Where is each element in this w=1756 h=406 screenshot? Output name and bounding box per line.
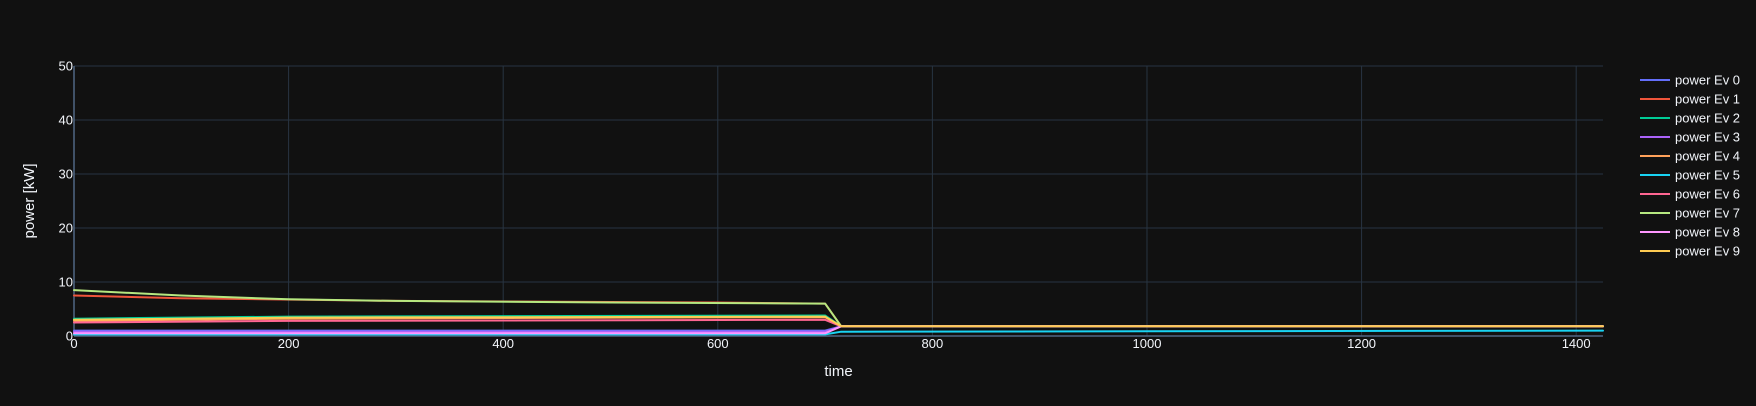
series-line-ev-9[interactable] xyxy=(73,315,1604,328)
series-line-ev-5[interactable] xyxy=(73,329,1604,336)
legend-label: power Ev 0 xyxy=(1675,73,1740,88)
x-tick-label: 800 xyxy=(922,336,944,351)
legend-item-ev-5[interactable]: power Ev 5 xyxy=(1640,168,1740,183)
y-tick-label: 0 xyxy=(66,329,73,344)
legend-item-ev-4[interactable]: power Ev 4 xyxy=(1640,149,1740,164)
series-lines xyxy=(73,289,1604,336)
legend-label: power Ev 9 xyxy=(1675,244,1740,259)
x-tick-label: 0 xyxy=(70,336,77,351)
legend-item-ev-8[interactable]: power Ev 8 xyxy=(1640,225,1740,240)
x-tick-label: 1400 xyxy=(1562,336,1591,351)
legend-item-ev-1[interactable]: power Ev 1 xyxy=(1640,92,1740,107)
legend-item-ev-9[interactable]: power Ev 9 xyxy=(1640,244,1740,259)
x-tick-label: 200 xyxy=(278,336,300,351)
legend-label: power Ev 4 xyxy=(1675,149,1740,164)
axes: 0 10 20 30 40 50 0 200 400 600 800 1000 1200 1400 xyxy=(59,59,1591,352)
y-axis-title: power [kW] xyxy=(21,163,38,238)
legend-item-ev-0[interactable]: power Ev 0 xyxy=(1640,73,1740,88)
x-tick-label: 1000 xyxy=(1133,336,1162,351)
x-axis-title: time xyxy=(824,363,852,380)
x-tick-label: 1200 xyxy=(1347,336,1376,351)
series-line-ev-7[interactable] xyxy=(73,289,1604,328)
legend-item-ev-2[interactable]: power Ev 2 xyxy=(1640,111,1740,126)
y-tick-label: 40 xyxy=(59,113,73,128)
legend-label: power Ev 6 xyxy=(1675,187,1740,202)
legend-label: power Ev 3 xyxy=(1675,130,1740,145)
legend-label: power Ev 7 xyxy=(1675,206,1740,221)
x-tick-label: 600 xyxy=(707,336,729,351)
y-tick-label: 20 xyxy=(59,221,73,236)
legend-item-ev-7[interactable]: power Ev 7 xyxy=(1640,206,1740,221)
legend-label: power Ev 5 xyxy=(1675,168,1740,183)
legend-label: power Ev 8 xyxy=(1675,225,1740,240)
legend-label: power Ev 1 xyxy=(1675,92,1740,107)
x-tick-label: 400 xyxy=(492,336,514,351)
y-tick-label: 10 xyxy=(59,275,73,290)
legend-item-ev-6[interactable]: power Ev 6 xyxy=(1640,187,1740,202)
legend-label: power Ev 2 xyxy=(1675,111,1740,126)
legend[interactable]: power Ev 0 power Ev 1 power Ev 2 power Ev 3… xyxy=(1640,73,1740,259)
y-tick-label: 30 xyxy=(59,167,73,182)
y-tick-label: 50 xyxy=(59,59,73,74)
legend-item-ev-3[interactable]: power Ev 3 xyxy=(1640,130,1740,145)
